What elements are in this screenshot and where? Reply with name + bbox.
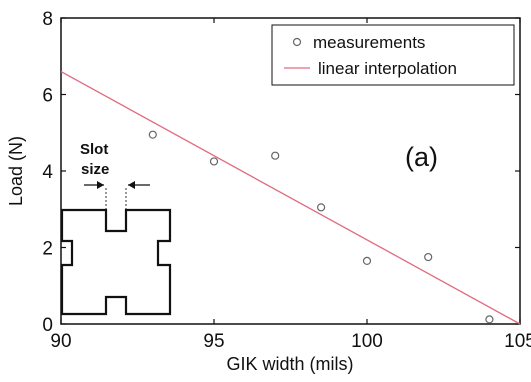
legend-label-measurements: measurements xyxy=(313,33,425,52)
x-tick-labels: 90 95 100 105 xyxy=(50,331,531,352)
y-axis-label: Load (N) xyxy=(6,136,26,206)
y-tick-label: 4 xyxy=(42,162,53,183)
inset-label-size: size xyxy=(81,161,109,178)
y-tick-label: 2 xyxy=(42,239,53,260)
y-tick-label: 8 xyxy=(42,9,53,30)
legend-marker-measurements xyxy=(292,37,302,47)
measurement-point xyxy=(271,151,280,160)
x-tick-label: 90 xyxy=(50,331,71,352)
legend: measurements linear interpolation xyxy=(271,24,515,86)
y-tick-label: 0 xyxy=(42,315,53,336)
slot-width-arrowhead-left xyxy=(97,181,104,189)
measurement-point xyxy=(148,130,157,139)
x-tick-label: 100 xyxy=(351,331,383,352)
series-line-linear-interpolation xyxy=(60,70,521,325)
y-tick-labels: 0 2 4 6 8 xyxy=(42,9,53,336)
measurement-point xyxy=(485,315,494,324)
inset-slot-diagram: Slot size xyxy=(60,141,172,316)
y-tick-label: 6 xyxy=(42,86,53,107)
inset-label-slot: Slot xyxy=(80,141,108,158)
measurement-point xyxy=(424,252,433,262)
measurement-point xyxy=(317,203,326,212)
measurement-point xyxy=(362,256,372,265)
x-axis-label: GIK width (mils) xyxy=(226,354,353,374)
slot-shape-outline xyxy=(60,208,172,316)
panel-label: (a) xyxy=(405,142,438,172)
line-layer xyxy=(60,70,521,325)
legend-box xyxy=(271,24,515,86)
measurement-point xyxy=(209,157,219,166)
x-tick-label: 105 xyxy=(504,331,531,352)
slot-width-arrowhead-right xyxy=(128,181,135,189)
point-layer xyxy=(148,130,494,324)
legend-label-interpolation: linear interpolation xyxy=(318,59,457,78)
x-tick-label: 95 xyxy=(203,331,224,352)
